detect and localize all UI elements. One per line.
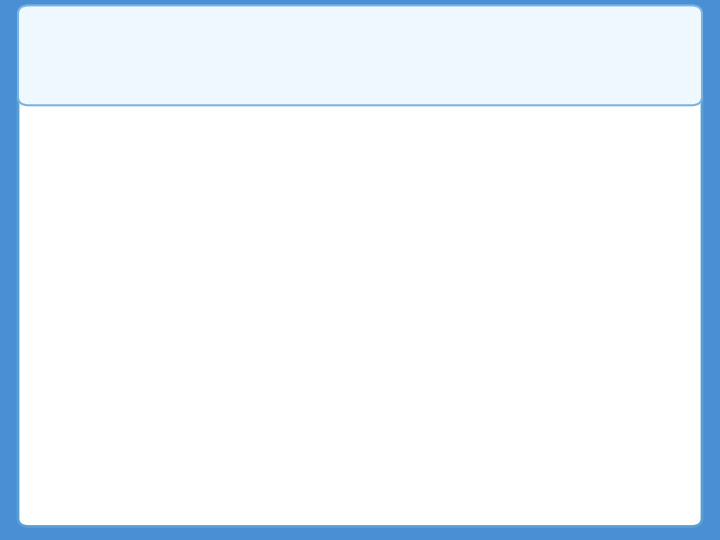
Text: Induced EMF in a Rectangular Wire: Induced EMF in a Rectangular Wire [69, 40, 651, 73]
Bar [270, 294, 522, 432]
Text: X: X [219, 401, 242, 430]
Text: $L$: $L$ [547, 349, 563, 377]
Text: X: X [147, 401, 170, 430]
Text: X: X [219, 466, 242, 495]
Text: X: X [147, 272, 170, 301]
Text: X: X [291, 401, 314, 430]
Text: $\varepsilon = BLv$: $\varepsilon = BLv$ [285, 158, 478, 210]
Text: $B$: $B$ [84, 332, 103, 360]
Text: X: X [291, 272, 314, 301]
Text: X: X [219, 272, 242, 301]
Text: X: X [219, 336, 242, 366]
Text: X: X [147, 466, 170, 495]
Text: X: X [363, 272, 386, 301]
Text: X: X [363, 466, 386, 495]
Text: X: X [291, 336, 314, 366]
Bar [238, 130, 526, 238]
Text: X: X [291, 466, 314, 495]
Text: X: X [147, 336, 170, 366]
Text: X: X [363, 401, 386, 430]
Text: X: X [363, 336, 386, 366]
Text: $v$: $v$ [623, 351, 640, 375]
